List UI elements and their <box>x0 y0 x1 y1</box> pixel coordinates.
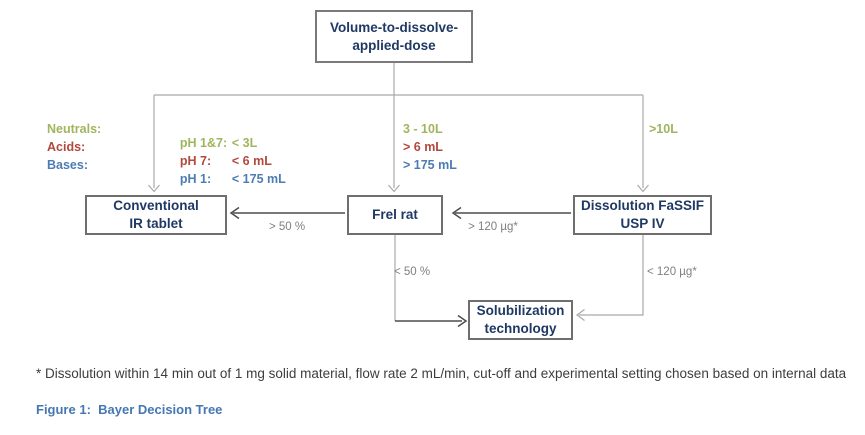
box-volume-line1: Volume-to-dissolve- <box>329 19 458 35</box>
arrowhead-left-solubilization <box>575 309 585 321</box>
condition-col1-bases: pH 1: < 175 mL <box>166 158 286 200</box>
arrowhead-right-solubilization <box>457 314 468 328</box>
condition-col1-acids-ph: pH 7: <box>179 154 212 168</box>
condition-col1-neutrals-ph: pH 1&7: <box>179 136 228 150</box>
box-solubilization-line2: technology <box>484 321 557 336</box>
condition-col1-neutrals-value: < 3L <box>231 136 258 150</box>
condition-col3-neutrals: >10L <box>649 122 678 136</box>
arrowhead-left-frel <box>451 206 462 220</box>
label-lt-120-ug: < 120 µg* <box>647 266 697 278</box>
label-gt-50-percent: > 50 % <box>268 221 306 233</box>
box-dissolution-fassif: Dissolution FaSSIF USP IV <box>573 195 712 235</box>
box-dissolution-line1: Dissolution FaSSIF <box>580 198 704 213</box>
figure-caption: Figure 1: Bayer Decision Tree <box>36 402 223 417</box>
label-lt-50-percent: < 50 % <box>394 266 431 278</box>
condition-col1-bases-value: < 175 mL <box>231 172 286 186</box>
row-label-acids: Acids: <box>47 140 86 154</box>
arrowhead-down-dissolution <box>637 184 649 193</box>
row-label-bases: Bases: <box>47 158 88 172</box>
condition-col1-neutrals: pH 1&7: < 3L <box>166 122 257 164</box>
box-conventional-line2: IR tablet <box>129 216 183 231</box>
box-volume-to-dissolve: Volume-to-dissolve- applied-dose <box>315 10 473 63</box>
box-frel-line1: Frel rat <box>372 207 418 222</box>
row-label-neutrals: Neutrals: <box>47 122 102 136</box>
label-gt-120-ug: > 120 µg* <box>468 221 518 233</box>
edge-dissolution-to-solubilization <box>579 235 644 316</box>
box-solubilization-line1: Solubilization <box>476 303 565 318</box>
box-solubilization-technology: Solubilization technology <box>468 300 573 340</box>
condition-col2-neutrals: 3 - 10L <box>403 122 443 136</box>
box-volume-line2: applied-dose <box>352 37 436 53</box>
condition-col1-acids-value: < 6 mL <box>231 154 272 168</box>
condition-col1-bases-ph: pH 1: <box>179 172 212 186</box>
arrowhead-down-frel <box>388 184 400 193</box>
arrowhead-left-conventional <box>229 206 240 220</box>
box-dissolution-line2: USP IV <box>620 216 665 231</box>
condition-col2-acids: > 6 mL <box>403 140 443 154</box>
condition-col2-bases: > 175 mL <box>403 158 457 172</box>
box-frel-rat: Frel rat <box>347 195 443 235</box>
box-conventional-line1: Conventional <box>113 198 199 213</box>
condition-col1-acids: pH 7: < 6 mL <box>166 140 272 182</box>
arrowhead-down-conventional <box>148 184 160 193</box>
footnote: * Dissolution within 14 min out of 1 mg … <box>36 366 847 381</box>
box-conventional-ir-tablet: Conventional IR tablet <box>85 195 227 235</box>
